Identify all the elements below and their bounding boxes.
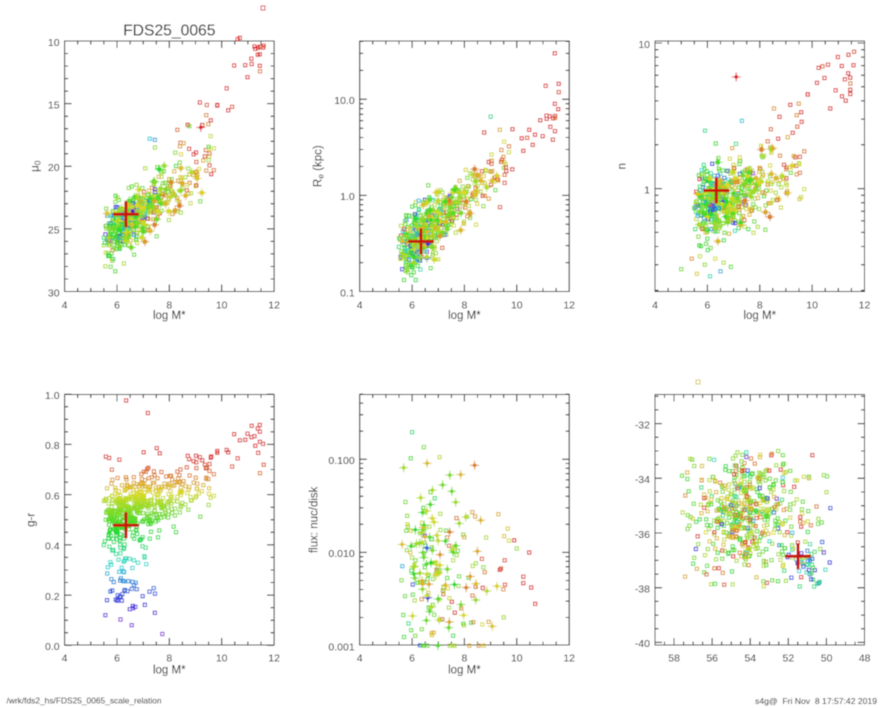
svg-text:12: 12 [859,300,871,312]
svg-text:8: 8 [461,653,467,665]
svg-text:8: 8 [757,300,763,312]
svg-text:1.0: 1.0 [45,390,60,402]
svg-text:50: 50 [821,653,833,665]
svg-text:8: 8 [166,300,172,312]
svg-text:30: 30 [48,287,60,299]
svg-text:10: 10 [216,653,228,665]
svg-text:10: 10 [638,39,650,51]
svg-text:Re (kpc): Re (kpc) [313,145,326,187]
svg-text:10: 10 [48,37,60,49]
svg-text:4: 4 [62,300,68,312]
svg-text:20: 20 [48,162,60,174]
svg-text:10: 10 [806,300,818,312]
svg-text:6: 6 [409,300,415,312]
svg-text:-34: -34 [635,474,650,486]
svg-text:0.4: 0.4 [45,541,60,553]
svg-text:12: 12 [563,300,575,312]
svg-text:s4g@ Fri Nov 8 17:57:42 2019: s4g@ Fri Nov 8 17:57:42 2019 [755,696,877,706]
svg-text:54: 54 [744,653,756,665]
svg-text:1.0: 1.0 [340,191,355,203]
svg-text:8: 8 [166,653,172,665]
svg-text:0.100: 0.100 [328,455,354,467]
svg-text:0.001: 0.001 [328,641,354,653]
svg-text:15: 15 [48,99,60,111]
svg-text:-32: -32 [635,419,650,431]
svg-text:4: 4 [357,653,363,665]
svg-text:-38: -38 [635,584,650,596]
svg-text:6: 6 [704,300,710,312]
svg-text:0.8: 0.8 [45,440,60,452]
svg-text:12: 12 [268,300,280,312]
svg-text:log M*: log M* [448,310,481,322]
svg-text:μ0: μ0 [30,160,43,172]
svg-text:log M*: log M* [743,310,776,322]
svg-text:log M*: log M* [153,665,186,677]
svg-text:25: 25 [48,225,60,237]
svg-text:4: 4 [62,653,68,665]
svg-text:0.0: 0.0 [45,641,60,653]
svg-text:flux: nuc/disk: flux: nuc/disk [308,486,320,553]
svg-text:g-r: g-r [26,513,38,527]
svg-text:-36: -36 [635,529,650,541]
svg-text:log M*: log M* [448,665,481,677]
svg-text:4: 4 [652,300,658,312]
svg-text:10: 10 [511,653,523,665]
svg-text:10.0: 10.0 [334,95,355,107]
svg-text:12: 12 [268,653,280,665]
svg-text:0.1: 0.1 [340,287,355,299]
svg-text:56: 56 [706,653,718,665]
svg-text:6: 6 [114,653,120,665]
svg-text:6: 6 [114,300,120,312]
svg-text:58: 58 [668,653,680,665]
svg-text:8: 8 [461,300,467,312]
svg-text:48: 48 [859,653,871,665]
svg-text:10: 10 [216,300,228,312]
svg-text:52: 52 [783,653,795,665]
svg-text:FDS25_0065: FDS25_0065 [123,22,216,39]
svg-text:log M*: log M* [153,310,186,322]
svg-text:6: 6 [409,653,415,665]
svg-text:0.6: 0.6 [45,490,60,502]
svg-text:10: 10 [511,300,523,312]
svg-text:0.2: 0.2 [45,591,60,603]
svg-text:1: 1 [644,184,650,196]
svg-text:12: 12 [563,653,575,665]
svg-text:4: 4 [357,300,363,312]
svg-text:/wrk/fds2_hs/FDS25_0065_scale_: /wrk/fds2_hs/FDS25_0065_scale_relation [7,696,162,706]
svg-text:n: n [617,163,629,169]
svg-text:-40: -40 [635,638,650,650]
svg-text:0.010: 0.010 [328,548,354,560]
